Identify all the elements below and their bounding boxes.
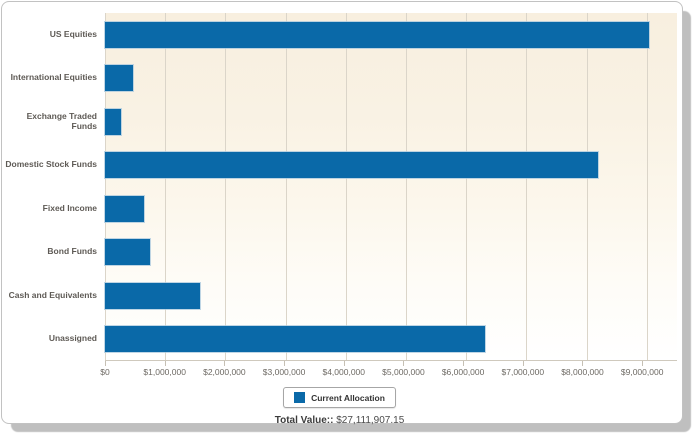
x-tick-label: $3,000,000 xyxy=(262,367,306,377)
allocation-bar[interactable] xyxy=(105,239,151,266)
bar-track xyxy=(105,100,677,144)
plot-wrap: US Equities International Equities Exchang… xyxy=(2,13,677,361)
category-label: Fixed Income xyxy=(42,202,97,213)
x-tick-label: $1,000,000 xyxy=(143,367,186,377)
x-tick-label: $4,000,000 xyxy=(322,367,366,377)
legend-wrap: Current Allocation xyxy=(2,387,677,408)
allocation-bar[interactable] xyxy=(105,195,144,222)
x-tick xyxy=(642,361,644,366)
x-tick xyxy=(284,361,286,366)
chart-row: Unassigned xyxy=(2,318,677,362)
total-value-label: Total Value:: xyxy=(274,415,334,426)
category-label: Unassigned xyxy=(48,333,97,344)
bar-track xyxy=(105,57,677,101)
gridline xyxy=(345,13,347,360)
bar-track xyxy=(105,187,677,231)
x-tick xyxy=(582,361,584,366)
allocation-bar[interactable] xyxy=(105,21,649,48)
chart-row: Domestic Stock Funds xyxy=(2,144,677,188)
x-tick-label: $8,000,000 xyxy=(561,367,604,377)
bar-track xyxy=(105,318,677,362)
gridline xyxy=(646,13,648,360)
chart-row: Exchange Traded Funds xyxy=(2,100,677,144)
gridline xyxy=(165,13,167,360)
x-tick-label: $2,000,000 xyxy=(203,367,246,377)
gridline xyxy=(586,13,588,360)
bar-track xyxy=(105,144,677,188)
category-label: Domestic Stock Funds xyxy=(5,159,97,170)
legend-swatch-icon xyxy=(294,392,306,403)
x-tick-label: $6,000,000 xyxy=(441,367,485,377)
category-label: US Equities xyxy=(49,28,97,39)
x-tick xyxy=(224,361,226,366)
x-tick-label: $7,000,000 xyxy=(501,367,545,377)
bar-track xyxy=(105,231,677,275)
category-label: Cash and Equivalents xyxy=(8,289,97,300)
x-tick-label: $5,000,000 xyxy=(382,367,425,377)
chart-row: Cash and Equivalents xyxy=(2,274,677,318)
legend-label: Current Allocation xyxy=(311,392,385,403)
x-tick-label: $9,000,000 xyxy=(620,367,664,377)
gridline xyxy=(285,13,287,360)
allocation-bar[interactable] xyxy=(105,65,133,92)
total-line: Total Value:: $27,111,907.15 xyxy=(2,415,677,426)
gridline xyxy=(225,13,227,360)
x-tick xyxy=(343,361,345,366)
total-value: $27,111,907.15 xyxy=(336,415,405,426)
legend[interactable]: Current Allocation xyxy=(283,387,396,408)
bar-track xyxy=(105,13,677,57)
x-tick xyxy=(463,361,465,366)
x-tick-label: $0 xyxy=(100,367,110,377)
gridline xyxy=(105,13,106,360)
allocation-bar[interactable] xyxy=(105,326,485,353)
category-label: International Equities xyxy=(10,72,97,83)
x-tick xyxy=(403,361,405,366)
plot-area xyxy=(105,13,677,361)
x-tick xyxy=(164,361,166,366)
allocation-bar[interactable] xyxy=(105,282,201,309)
category-label: Exchange Traded Funds xyxy=(26,110,97,131)
bar-track xyxy=(105,274,677,318)
rows: US Equities International Equities Exchang… xyxy=(2,13,677,361)
chart-window: US Equities International Equities Exchang… xyxy=(1,1,683,426)
chart-row: Fixed Income xyxy=(2,187,677,231)
gridline xyxy=(406,13,408,360)
category-label: Bond Funds xyxy=(47,246,97,257)
gridline xyxy=(526,13,528,360)
chart-row: US Equities xyxy=(2,13,677,57)
allocation-chart: US Equities International Equities Exchang… xyxy=(2,2,682,426)
allocation-bar[interactable] xyxy=(105,108,121,135)
gridline xyxy=(466,13,468,360)
chart-row: International Equities xyxy=(2,57,677,101)
x-tick xyxy=(105,361,106,366)
x-axis-ticks xyxy=(105,361,672,366)
x-axis-labels: $0 $1,000,000 $2,000,000 $3,000,000 $4,000,0… xyxy=(100,367,672,381)
x-tick xyxy=(522,361,524,366)
allocation-bar[interactable] xyxy=(105,152,598,179)
chart-row: Bond Funds xyxy=(2,231,677,275)
